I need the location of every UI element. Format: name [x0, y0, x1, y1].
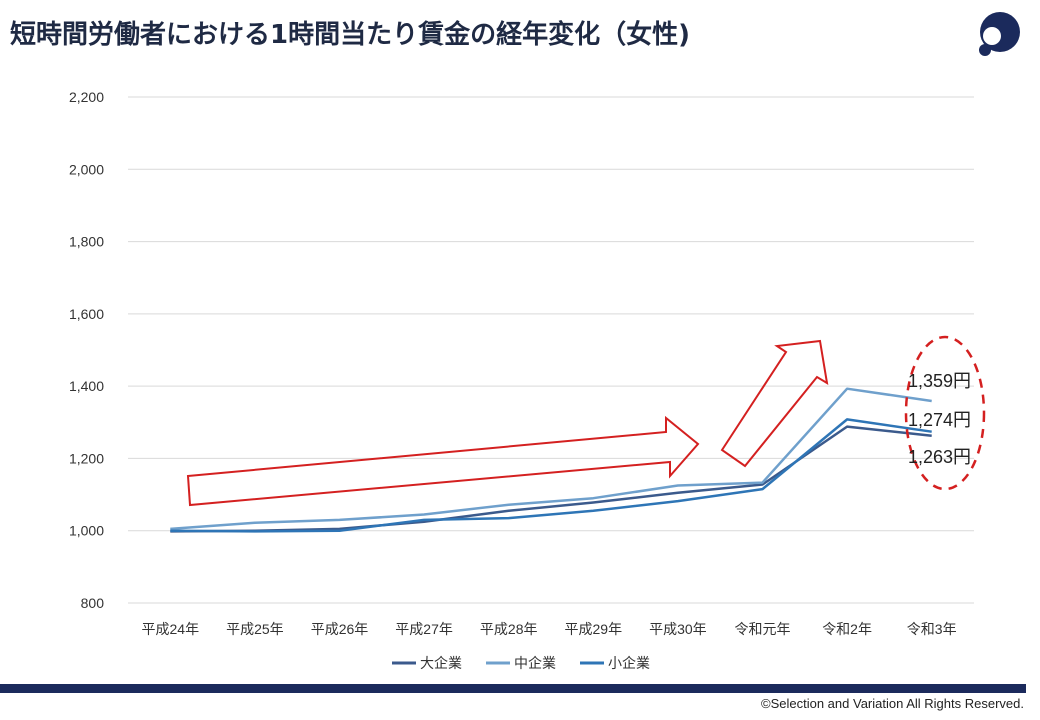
x-tick-label: 令和2年: [822, 621, 872, 637]
trend-arrow-up: [720, 339, 829, 468]
brand-logo-icon: [979, 12, 1020, 56]
x-tick-label: 平成26年: [311, 621, 369, 637]
series-line: [170, 418, 932, 533]
copyright-text: ©Selection and Variation All Rights Rese…: [761, 696, 1024, 711]
y-tick-label: 2,000: [69, 161, 104, 177]
trend-arrows: [186, 339, 829, 507]
line-chart: 800 1,000 1,200 1,400 1,600 1,800 2,000 2,200 平…: [69, 89, 986, 671]
value-annotation: 1,359円: [908, 371, 971, 391]
legend-label: 小企業: [608, 655, 650, 671]
legend-label: 中企業: [514, 655, 556, 671]
y-tick-label: 1,600: [69, 306, 104, 322]
value-annotation: 1,274円: [908, 410, 971, 430]
trend-arrow-long: [186, 415, 700, 507]
x-tick-label: 平成27年: [395, 621, 453, 637]
footer-bar: [0, 684, 1026, 693]
x-tick-label: 令和3年: [907, 621, 957, 637]
value-annotation: 1,263円: [908, 447, 971, 467]
legend: 大企業 中企業 小企業: [392, 655, 650, 671]
x-axis-ticks: 平成24年 平成25年 平成26年 平成27年 平成28年 平成29年 平成30年 令和元年 令…: [142, 621, 957, 637]
series-lines: [170, 387, 932, 533]
x-tick-label: 平成29年: [565, 621, 623, 637]
x-tick-label: 平成30年: [649, 621, 707, 637]
legend-label: 大企業: [420, 655, 462, 671]
x-tick-label: 平成25年: [226, 621, 284, 637]
annotations: 1,359円 1,274円 1,263円: [904, 335, 986, 491]
y-tick-label: 1,400: [69, 378, 104, 394]
y-tick-label: 1,000: [69, 523, 104, 539]
series-line: [170, 387, 932, 531]
x-tick-label: 令和元年: [735, 621, 791, 637]
x-tick-label: 平成24年: [142, 621, 200, 637]
y-tick-label: 2,200: [69, 89, 104, 105]
grid-lines: [128, 96, 974, 604]
y-tick-label: 1,200: [69, 450, 104, 466]
highlight-ellipse: [904, 335, 986, 491]
x-tick-label: 平成28年: [480, 621, 538, 637]
y-axis-ticks: 800 1,000 1,200 1,400 1,600 1,800 2,000 2,200: [69, 89, 104, 611]
y-tick-label: 800: [81, 595, 105, 611]
page-title: 短時間労働者における1時間当たり賃金の経年変化（女性): [10, 20, 690, 50]
y-tick-label: 1,800: [69, 234, 104, 250]
